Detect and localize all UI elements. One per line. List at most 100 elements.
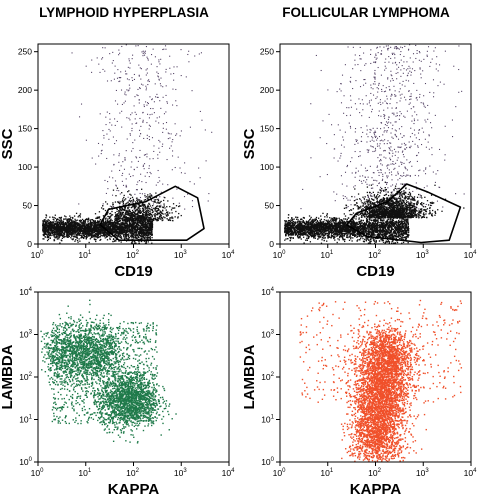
event-point	[70, 237, 72, 239]
event-point	[328, 113, 330, 115]
event-point	[407, 174, 409, 176]
event-point	[119, 211, 122, 214]
event-point	[89, 220, 92, 223]
event-point	[88, 241, 90, 244]
event-point	[105, 220, 107, 222]
event-point	[140, 125, 142, 127]
x-tick-label: 103	[174, 250, 187, 260]
event-point	[45, 223, 47, 225]
event-point	[70, 231, 72, 234]
event-point	[361, 99, 363, 101]
event-point	[49, 222, 51, 224]
event-point	[151, 223, 153, 225]
event-point	[70, 231, 73, 234]
event-point	[107, 181, 109, 183]
event-point	[114, 100, 117, 102]
event-point	[144, 211, 146, 214]
event-point	[164, 45, 167, 47]
event-point	[149, 210, 151, 213]
event-point	[375, 135, 377, 137]
event-point	[148, 205, 150, 208]
event-point	[126, 220, 128, 222]
event-point	[185, 76, 187, 78]
event-point	[149, 232, 151, 234]
event-point	[78, 238, 80, 240]
event-point	[157, 217, 159, 220]
event-point	[395, 95, 397, 97]
event-point	[118, 200, 120, 202]
event-point	[57, 226, 59, 228]
event-point	[146, 234, 149, 236]
event-point	[87, 230, 89, 232]
event-point	[140, 216, 142, 218]
event-point	[115, 232, 117, 234]
event-point	[151, 99, 153, 101]
event-point	[133, 73, 135, 76]
sparse-events	[300, 44, 465, 210]
event-point	[90, 229, 92, 231]
event-point	[158, 59, 160, 61]
event-point	[134, 210, 137, 212]
event-point	[154, 217, 156, 219]
event-point	[389, 149, 391, 151]
event-point	[52, 229, 54, 232]
event-point	[165, 71, 167, 73]
event-point	[139, 240, 141, 242]
event-point	[411, 115, 413, 117]
event-point	[72, 217, 74, 219]
event-point	[103, 134, 105, 137]
event-point	[418, 59, 420, 61]
event-point	[102, 232, 104, 234]
event-point	[75, 229, 77, 231]
event-point	[111, 223, 114, 225]
event-point	[135, 157, 138, 159]
event-point	[365, 170, 367, 172]
event-point	[411, 132, 413, 135]
event-point	[419, 68, 421, 70]
event-point	[80, 220, 82, 222]
event-point	[116, 234, 118, 236]
event-point	[67, 222, 69, 224]
event-point	[416, 52, 418, 54]
event-point	[189, 181, 191, 183]
event-point	[43, 231, 45, 233]
event-point	[404, 116, 406, 118]
event-point	[404, 148, 406, 150]
event-point	[118, 233, 120, 235]
event-point	[107, 231, 109, 234]
event-point	[389, 142, 391, 144]
event-point	[139, 87, 141, 89]
event-point	[105, 124, 107, 126]
event-point	[74, 228, 76, 230]
event-point	[406, 61, 408, 63]
event-point	[162, 123, 164, 125]
event-point	[115, 225, 117, 227]
event-point	[143, 137, 145, 140]
event-point	[143, 168, 145, 170]
event-point	[116, 222, 118, 224]
event-point	[427, 118, 429, 120]
event-point	[104, 232, 106, 235]
event-point	[101, 144, 104, 146]
event-point	[53, 219, 55, 221]
event-point	[54, 214, 56, 216]
event-point	[61, 235, 64, 237]
event-point	[131, 233, 133, 235]
event-point	[397, 72, 399, 74]
event-point	[153, 112, 155, 114]
event-point	[383, 127, 385, 129]
event-point	[139, 227, 141, 229]
event-point	[120, 232, 122, 234]
event-point	[343, 146, 345, 148]
event-point	[340, 144, 343, 146]
event-point	[163, 216, 165, 218]
event-point	[106, 226, 108, 228]
event-point	[66, 235, 69, 237]
event-point	[140, 211, 142, 213]
event-point	[154, 199, 157, 201]
event-point	[132, 142, 134, 144]
event-point	[188, 61, 190, 63]
event-point	[116, 219, 118, 221]
event-point	[113, 222, 115, 224]
event-point	[386, 124, 388, 127]
